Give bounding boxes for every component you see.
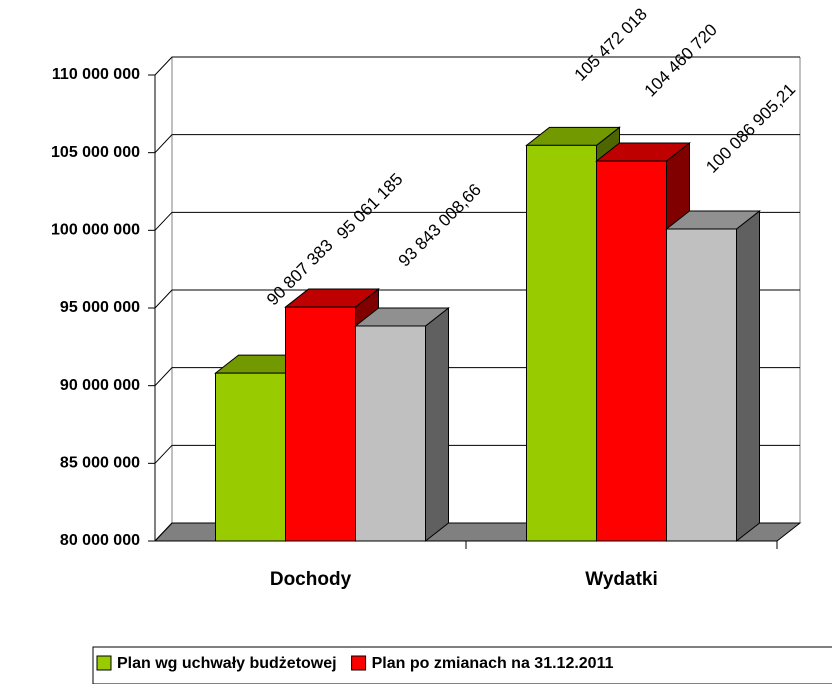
bar — [526, 144, 597, 542]
bar-side — [425, 306, 449, 543]
bar — [355, 325, 426, 542]
value-label: 104 460 720 — [641, 20, 721, 100]
y-tick-label: 85 000 000 — [60, 455, 140, 472]
x-tick-label: Dochody — [270, 569, 352, 590]
value-label: 93 843 008,66 — [395, 180, 485, 270]
legend-label: Plan po zmianach na 31.12.2011 — [372, 655, 614, 672]
bar — [666, 228, 737, 542]
grid-line — [154, 134, 800, 154]
legend-label: Plan wg uchwały budżetowej — [117, 655, 337, 672]
y-tick-label: 90 000 000 — [60, 377, 140, 394]
legend-swatch — [96, 655, 112, 671]
value-label: 105 472 018 — [571, 4, 651, 84]
x-tick-label: Wydatki — [585, 569, 658, 590]
grid-line — [154, 56, 800, 76]
y-tick-label: 105 000 000 — [51, 144, 140, 161]
y-tick-label: 100 000 000 — [51, 222, 140, 239]
y-tick-label: 80 000 000 — [60, 532, 140, 549]
y-tick-label: 110 000 000 — [52, 66, 140, 83]
legend-box — [92, 646, 832, 684]
bar-side — [736, 209, 760, 543]
bar — [215, 372, 286, 542]
bar — [285, 306, 356, 542]
value-label: 95 061 185 — [333, 170, 407, 244]
value-label: 100 086 905,21 — [702, 80, 799, 177]
bar — [596, 160, 667, 542]
legend-swatch — [351, 655, 367, 671]
y-tick-label: 95 000 000 — [60, 299, 140, 316]
